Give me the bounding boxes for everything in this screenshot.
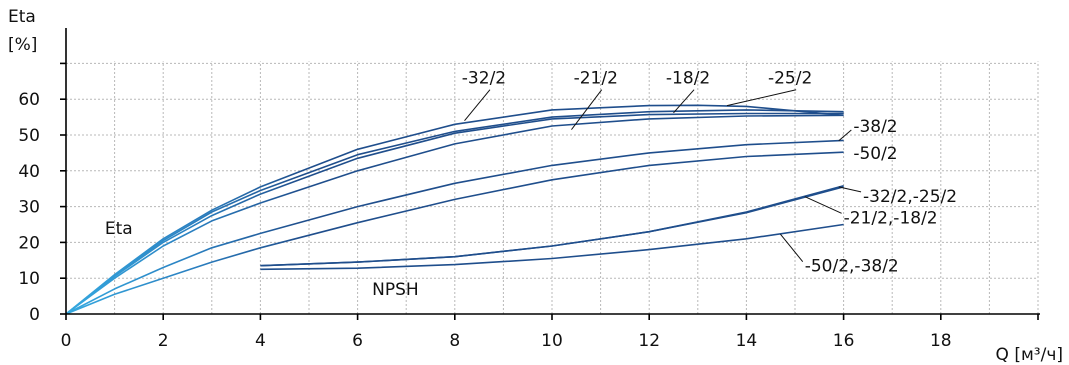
x-tick-label: 8 [449, 331, 460, 351]
grid-lines [66, 61, 1039, 314]
series-label--32/2,-25/2: -32/2,-25/2 [863, 187, 957, 207]
y-tick-label: 50 [18, 126, 40, 146]
leader-line--38/2 [838, 129, 852, 142]
y-tick-label: 40 [18, 162, 40, 182]
tick-labels: 0 2 4 6 8 10 12 14 16 18 0 10 20 30 40 50 60 [18, 90, 951, 351]
y-tick-label: 0 [29, 305, 40, 325]
series-label--50/2: -50/2 [853, 144, 897, 164]
x-tick-label: 10 [541, 331, 563, 351]
curve--18/2 [65, 109, 844, 315]
curve--50/2 [65, 151, 844, 315]
x-tick-label: 4 [255, 331, 266, 351]
x-tick-label: 6 [352, 331, 363, 351]
curve--21/2 [65, 112, 844, 315]
npsh-group-label: NPSH [372, 280, 419, 300]
x-tick-label: 16 [833, 331, 855, 351]
leader-line--21/2 [571, 89, 603, 130]
y-tick-label: 20 [18, 233, 40, 253]
x-tick-label: 14 [736, 331, 758, 351]
leader-line--25/2 [726, 89, 797, 107]
annotation-leaders [464, 89, 862, 262]
y-axis-title-line2: [%] [8, 35, 37, 55]
x-tick-label: 0 [61, 331, 72, 351]
curve--32/2 [65, 104, 844, 315]
y-axis-title-line1: Eta [8, 7, 36, 27]
series-label--25/2: -25/2 [768, 69, 812, 89]
series-label--21/2,-18/2: -21/2,-18/2 [844, 208, 938, 228]
series-label--21/2: -21/2 [574, 69, 618, 89]
leader-line--21/2,-18/2 [804, 196, 842, 214]
curve--21/2,-18/2 [260, 186, 844, 267]
curve--38/2 [65, 139, 844, 315]
x-tick-label: 12 [638, 331, 660, 351]
y-tick-label: 30 [18, 198, 40, 218]
series-label--32/2: -32/2 [462, 69, 506, 89]
leader-line--32/2 [464, 89, 491, 121]
series-labels: -32/2 -21/2 -18/2 -25/2 -38/2 -50/2 -32/2,-25/… [462, 69, 957, 277]
x-tick-label: 2 [158, 331, 169, 351]
curves [65, 104, 844, 315]
curve--50/2,-38/2 [260, 223, 844, 271]
x-axis-title: Q [м³/ч] [996, 345, 1063, 365]
leader-line--50/2,-38/2 [780, 233, 804, 262]
series-label--18/2: -18/2 [666, 69, 710, 89]
leader-line--18/2 [673, 89, 695, 114]
leader-line--32/2,-25/2 [838, 186, 862, 193]
series-label--38/2: -38/2 [853, 117, 897, 137]
series-label--50/2,-38/2: -50/2,-38/2 [805, 257, 899, 277]
eta-group-label: Eta [105, 219, 133, 239]
x-tick-label: 18 [930, 331, 952, 351]
ticks [60, 62, 1039, 320]
y-tick-label: 10 [18, 269, 40, 289]
curve--25/2 [65, 114, 844, 315]
y-tick-label: 60 [18, 90, 40, 110]
